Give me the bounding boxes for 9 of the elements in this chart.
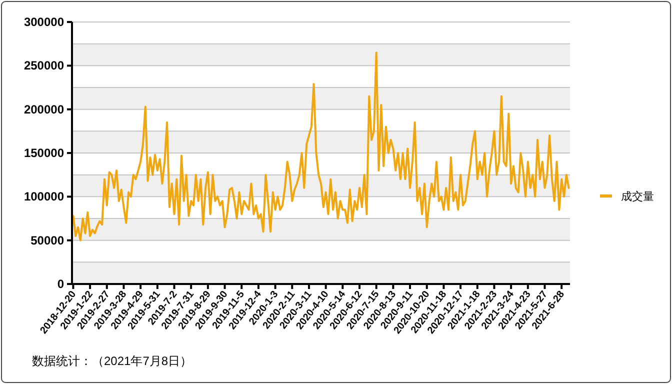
y-tick-label: 50000 — [30, 233, 64, 248]
text: 数据统计：（2021年7月8日） — [32, 354, 192, 368]
y-tick-label: 100000 — [24, 190, 64, 204]
y-tick-label: 300000 — [24, 15, 64, 29]
y-tick-label: 0 — [57, 277, 64, 291]
y-tick-label: 200000 — [24, 102, 64, 116]
legend-label: 成交量 — [621, 190, 654, 203]
y-tick-label: 150000 — [24, 146, 64, 160]
y-tick-label: 250000 — [24, 58, 64, 73]
